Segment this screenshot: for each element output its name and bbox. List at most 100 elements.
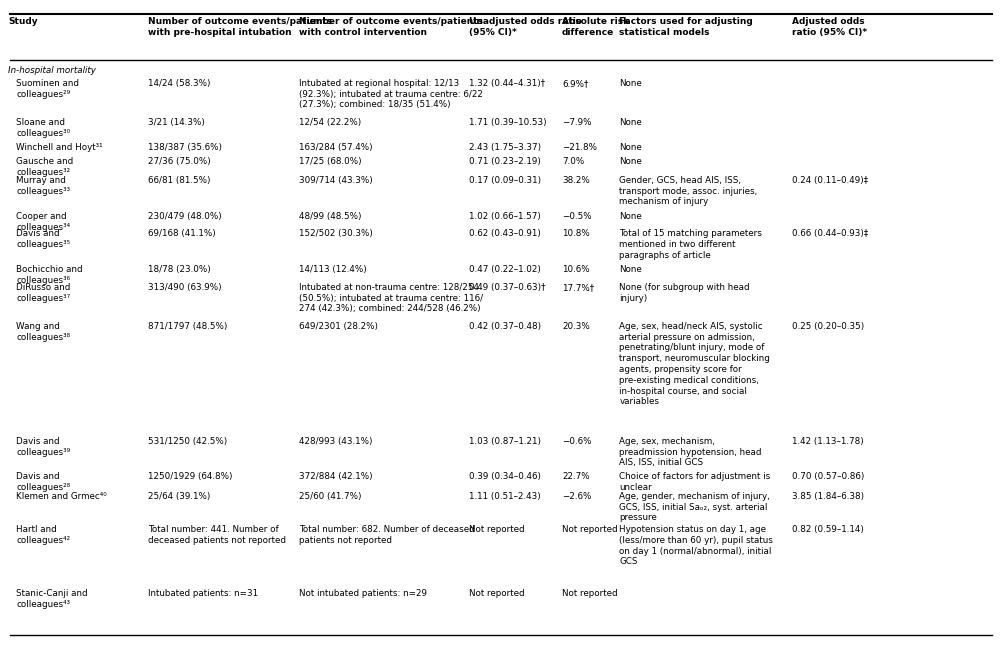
Text: Not intubated patients: n=29: Not intubated patients: n=29 — [299, 589, 427, 598]
Text: Cooper and
colleagues³⁴: Cooper and colleagues³⁴ — [16, 212, 70, 232]
Text: 6.9%†: 6.9%† — [562, 79, 588, 88]
Text: Davis and
colleagues²⁸: Davis and colleagues²⁸ — [16, 472, 70, 492]
Text: 0.71 (0.23–2.19): 0.71 (0.23–2.19) — [469, 157, 541, 166]
Text: 25/64 (39.1%): 25/64 (39.1%) — [148, 492, 210, 501]
Text: Absolute risk
difference: Absolute risk difference — [562, 17, 629, 37]
Text: Unadjusted odds ratio
(95% CI)*: Unadjusted odds ratio (95% CI)* — [469, 17, 582, 37]
Text: 0.66 (0.44–0.93)‡: 0.66 (0.44–0.93)‡ — [792, 229, 868, 238]
Text: 649/2301 (28.2%): 649/2301 (28.2%) — [299, 322, 378, 331]
Text: Klemen and Grmec⁴⁰: Klemen and Grmec⁴⁰ — [16, 492, 107, 501]
Text: Choice of factors for adjustment is
unclear: Choice of factors for adjustment is uncl… — [619, 472, 771, 492]
Text: Age, sex, mechanism,
preadmission hypotension, head
AIS, ISS, initial GCS: Age, sex, mechanism, preadmission hypote… — [619, 437, 762, 467]
Text: Not reported: Not reported — [469, 589, 525, 598]
Text: None: None — [619, 143, 642, 152]
Text: Stanic-Canji and
colleagues⁴³: Stanic-Canji and colleagues⁴³ — [16, 589, 87, 609]
Text: Wang and
colleagues³⁸: Wang and colleagues³⁸ — [16, 322, 70, 342]
Text: 14/113 (12.4%): 14/113 (12.4%) — [299, 265, 367, 274]
Text: 10.8%: 10.8% — [562, 229, 590, 238]
Text: Intubated patients: n=31: Intubated patients: n=31 — [148, 589, 259, 598]
Text: 10.6%: 10.6% — [562, 265, 590, 274]
Text: 0.17 (0.09–0.31): 0.17 (0.09–0.31) — [469, 176, 541, 185]
Text: 0.24 (0.11–0.49)‡: 0.24 (0.11–0.49)‡ — [792, 176, 868, 185]
Text: 1.03 (0.87–1.21): 1.03 (0.87–1.21) — [469, 437, 541, 446]
Text: Adjusted odds
ratio (95% CI)*: Adjusted odds ratio (95% CI)* — [792, 17, 867, 37]
Text: 0.25 (0.20–0.35): 0.25 (0.20–0.35) — [792, 322, 864, 331]
Text: 7.0%: 7.0% — [562, 157, 584, 166]
Text: 48/99 (48.5%): 48/99 (48.5%) — [299, 212, 361, 221]
Text: Sloane and
colleagues³⁰: Sloane and colleagues³⁰ — [16, 118, 70, 138]
Text: Hypotension status on day 1, age
(less/more than 60 yr), pupil status
on day 1 (: Hypotension status on day 1, age (less/m… — [619, 525, 774, 566]
Text: 17.7%†: 17.7%† — [562, 283, 594, 292]
Text: Age, sex, head/neck AIS, systolic
arterial pressure on admission,
penetrating/bl: Age, sex, head/neck AIS, systolic arteri… — [619, 322, 771, 406]
Text: Bochicchio and
colleagues³⁶: Bochicchio and colleagues³⁶ — [16, 265, 82, 285]
Text: 138/387 (35.6%): 138/387 (35.6%) — [148, 143, 222, 152]
Text: 25/60 (41.7%): 25/60 (41.7%) — [299, 492, 361, 501]
Text: Factors used for adjusting
statistical models: Factors used for adjusting statistical m… — [619, 17, 753, 37]
Text: In-hospital mortality: In-hospital mortality — [8, 66, 96, 75]
Text: −0.5%: −0.5% — [562, 212, 592, 221]
Text: Not reported: Not reported — [562, 589, 618, 598]
Text: −7.9%: −7.9% — [562, 118, 591, 127]
Text: 428/993 (43.1%): 428/993 (43.1%) — [299, 437, 372, 446]
Text: Intubated at regional hospital: 12/13
(92.3%); intubated at trauma centre: 6/22
: Intubated at regional hospital: 12/13 (9… — [299, 79, 483, 110]
Text: Not reported: Not reported — [562, 525, 618, 534]
Text: Davis and
colleagues³⁹: Davis and colleagues³⁹ — [16, 437, 70, 457]
Text: 871/1797 (48.5%): 871/1797 (48.5%) — [148, 322, 227, 331]
Text: −21.8%: −21.8% — [562, 143, 597, 152]
Text: 14/24 (58.3%): 14/24 (58.3%) — [148, 79, 210, 88]
Text: Age, gender, mechanism of injury,
GCS, ISS, initial Saₒ₂, syst. arterial
pressur: Age, gender, mechanism of injury, GCS, I… — [619, 492, 770, 522]
Text: Gausche and
colleagues³²: Gausche and colleagues³² — [16, 157, 73, 177]
Text: 1.02 (0.66–1.57): 1.02 (0.66–1.57) — [469, 212, 541, 221]
Text: 3/21 (14.3%): 3/21 (14.3%) — [148, 118, 205, 127]
Text: None: None — [619, 79, 642, 88]
Text: 531/1250 (42.5%): 531/1250 (42.5%) — [148, 437, 227, 446]
Text: None: None — [619, 157, 642, 166]
Text: Murray and
colleagues³³: Murray and colleagues³³ — [16, 176, 70, 196]
Text: Hartl and
colleagues⁴²: Hartl and colleagues⁴² — [16, 525, 70, 545]
Text: 313/490 (63.9%): 313/490 (63.9%) — [148, 283, 221, 292]
Text: None: None — [619, 265, 642, 274]
Text: 3.85 (1.84–6.38): 3.85 (1.84–6.38) — [792, 492, 864, 501]
Text: Total number: 441. Number of
deceased patients not reported: Total number: 441. Number of deceased pa… — [148, 525, 287, 545]
Text: None: None — [619, 118, 642, 127]
Text: Winchell and Hoyt³¹: Winchell and Hoyt³¹ — [16, 143, 102, 152]
Text: 372/884 (42.1%): 372/884 (42.1%) — [299, 472, 372, 481]
Text: 1.71 (0.39–10.53): 1.71 (0.39–10.53) — [469, 118, 546, 127]
Text: 66/81 (81.5%): 66/81 (81.5%) — [148, 176, 210, 185]
Text: 309/714 (43.3%): 309/714 (43.3%) — [299, 176, 373, 185]
Text: Number of outcome events/patients
with control intervention: Number of outcome events/patients with c… — [299, 17, 483, 37]
Text: 69/168 (41.1%): 69/168 (41.1%) — [148, 229, 216, 238]
Text: Number of outcome events/patients
with pre-hospital intubation: Number of outcome events/patients with p… — [148, 17, 333, 37]
Text: 0.42 (0.37–0.48): 0.42 (0.37–0.48) — [469, 322, 541, 331]
Text: 0.49 (0.37–0.63)†: 0.49 (0.37–0.63)† — [469, 283, 545, 292]
Text: Total number: 682. Number of deceased
patients not reported: Total number: 682. Number of deceased pa… — [299, 525, 474, 545]
Text: 2.43 (1.75–3.37): 2.43 (1.75–3.37) — [469, 143, 541, 152]
Text: −2.6%: −2.6% — [562, 492, 591, 501]
Text: Suominen and
colleagues²⁹: Suominen and colleagues²⁹ — [16, 79, 79, 99]
Text: DiRusso and
colleagues³⁷: DiRusso and colleagues³⁷ — [16, 283, 70, 302]
Text: 152/502 (30.3%): 152/502 (30.3%) — [299, 229, 373, 238]
Text: None: None — [619, 212, 642, 221]
Text: 12/54 (22.2%): 12/54 (22.2%) — [299, 118, 361, 127]
Text: 38.2%: 38.2% — [562, 176, 590, 185]
Text: 27/36 (75.0%): 27/36 (75.0%) — [148, 157, 211, 166]
Text: 0.70 (0.57–0.86): 0.70 (0.57–0.86) — [792, 472, 864, 481]
Text: 1.42 (1.13–1.78): 1.42 (1.13–1.78) — [792, 437, 864, 446]
Text: 0.47 (0.22–1.02): 0.47 (0.22–1.02) — [469, 265, 541, 274]
Text: Gender, GCS, head AIS, ISS,
transport mode, assoc. injuries,
mechanism of injury: Gender, GCS, head AIS, ISS, transport mo… — [619, 176, 758, 206]
Text: Intubated at non-trauma centre: 128/254
(50.5%); intubated at trauma centre: 116: Intubated at non-trauma centre: 128/254 … — [299, 283, 483, 313]
Text: Davis and
colleagues³⁵: Davis and colleagues³⁵ — [16, 229, 70, 249]
Text: Not reported: Not reported — [469, 525, 525, 534]
Text: 1250/1929 (64.8%): 1250/1929 (64.8%) — [148, 472, 232, 481]
Text: 20.3%: 20.3% — [562, 322, 590, 331]
Text: 163/284 (57.4%): 163/284 (57.4%) — [299, 143, 372, 152]
Text: 22.7%: 22.7% — [562, 472, 590, 481]
Text: 0.82 (0.59–1.14): 0.82 (0.59–1.14) — [792, 525, 864, 534]
Text: 1.11 (0.51–2.43): 1.11 (0.51–2.43) — [469, 492, 541, 501]
Text: Total of 15 matching parameters
mentioned in two different
paragraphs of article: Total of 15 matching parameters mentione… — [619, 229, 763, 260]
Text: 0.62 (0.43–0.91): 0.62 (0.43–0.91) — [469, 229, 541, 238]
Text: −0.6%: −0.6% — [562, 437, 591, 446]
Text: 1.32 (0.44–4.31)†: 1.32 (0.44–4.31)† — [469, 79, 545, 88]
Text: 230/479 (48.0%): 230/479 (48.0%) — [148, 212, 222, 221]
Text: 0.39 (0.34–0.46): 0.39 (0.34–0.46) — [469, 472, 541, 481]
